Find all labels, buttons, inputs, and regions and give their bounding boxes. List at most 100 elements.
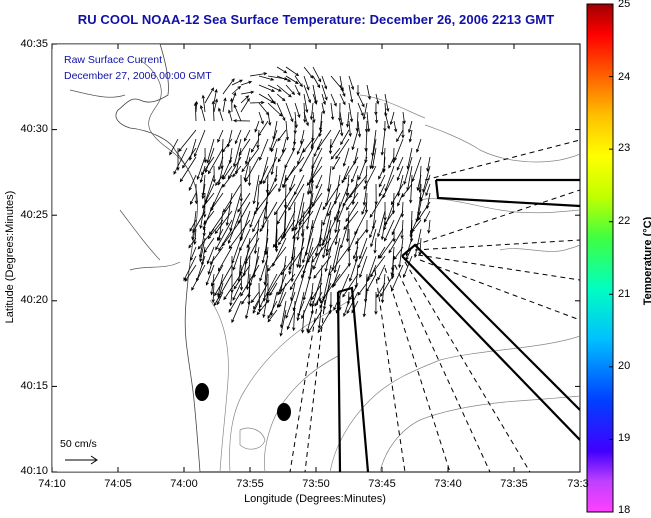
x-axis-label: Longitude (Degrees:Minutes) [244, 493, 386, 505]
current-vector-arrow [347, 228, 359, 252]
current-vector-arrow [194, 183, 198, 205]
current-vector-arrow [349, 282, 359, 301]
current-vector-arrow [322, 201, 332, 226]
current-vector-arrow [201, 183, 206, 200]
current-vector-arrow [244, 156, 260, 183]
current-vector-arrow [278, 165, 287, 193]
scale-label: 50 cm/s [60, 438, 97, 450]
current-vector-arrow [188, 237, 197, 249]
current-vector-arrow [266, 274, 270, 304]
current-vector-arrow [391, 147, 396, 164]
current-vector-arrow [252, 174, 260, 205]
current-vector-arrow [362, 183, 368, 206]
current-vector-arrow [384, 93, 390, 112]
current-vector-arrow [230, 97, 234, 113]
current-vector-arrow [290, 246, 296, 283]
current-vector-arrow [222, 165, 233, 180]
current-vector-arrow [374, 291, 378, 315]
colorbar-tick-label: 19 [618, 432, 631, 444]
current-vector-arrow [377, 210, 386, 238]
figure-title: RU COOL NOAA-12 Sea Surface Temperature:… [77, 12, 555, 27]
current-vector-arrow [369, 219, 377, 239]
axis-ticks [51, 43, 581, 473]
current-vector-arrow [239, 246, 251, 275]
current-vector-arrow [218, 228, 233, 252]
current-vector-arrow [413, 228, 422, 258]
current-vector-arrow [378, 165, 386, 180]
x-tick-label: 74:05 [104, 478, 132, 490]
current-vector-arrow [278, 273, 296, 295]
current-vector-arrow [286, 309, 296, 331]
current-vector-arrow [285, 66, 300, 77]
current-vector-arrow [313, 138, 323, 158]
current-vector-arrow [218, 156, 224, 171]
current-vector-arrow [314, 291, 323, 307]
current-vector-arrow [222, 78, 235, 95]
current-vector-arrow [261, 192, 269, 230]
current-vector-arrow [377, 246, 386, 259]
current-vector-arrow [380, 219, 386, 241]
current-vector-arrow [259, 255, 269, 282]
current-vector-arrow [330, 147, 341, 160]
current-vector-arrow [259, 201, 278, 233]
current-vector-arrow [240, 90, 255, 95]
current-vector-arrow [285, 75, 299, 84]
current-vector-arrow [270, 147, 278, 176]
current-vector-arrow [231, 92, 237, 104]
current-vector-arrow [330, 93, 337, 107]
current-vector-arrow [369, 192, 386, 219]
current-vector-arrow [178, 129, 197, 153]
surface-current-vectors [169, 66, 431, 337]
current-vector-arrow [362, 102, 368, 121]
current-vector-arrow [388, 228, 404, 254]
current-vector-arrow [313, 255, 332, 279]
current-vector-arrow [342, 273, 359, 298]
current-vector-arrow [342, 147, 350, 167]
current-vector-arrow [285, 84, 296, 96]
current-vector-arrow [240, 80, 253, 86]
current-vector-arrow [191, 210, 197, 241]
current-vector-arrow [313, 246, 323, 270]
current-vector-arrow [243, 129, 251, 142]
current-vector-arrow [348, 84, 354, 104]
x-tick-label: 73:50 [302, 478, 330, 490]
current-vector-arrow [256, 300, 269, 316]
current-vector-arrow [303, 84, 311, 104]
current-vector-arrow [225, 192, 233, 227]
current-vector-arrow [340, 129, 350, 146]
current-vector-arrow [339, 120, 344, 137]
current-vector-arrow [289, 264, 305, 291]
current-vector-arrow [217, 228, 224, 242]
colorbar-ticks [609, 3, 613, 513]
current-vector-arrow [181, 147, 197, 169]
current-vector-arrow [299, 147, 314, 173]
current-vector-arrow [423, 210, 431, 223]
current-vector-arrow [258, 75, 275, 81]
current-vector-arrow [217, 165, 224, 186]
current-vector-arrow [279, 309, 287, 337]
current-vector-arrow [335, 138, 350, 160]
current-vector-arrow [222, 174, 233, 188]
current-vector-arrow [375, 93, 380, 105]
current-vector-arrow [189, 219, 197, 232]
current-vector-arrow [179, 156, 197, 183]
current-vector-arrow [327, 192, 341, 217]
current-vector-arrow [232, 119, 251, 123]
current-vector-arrow [210, 273, 215, 296]
x-tick-label: 74:00 [170, 478, 198, 490]
current-vector-arrow [267, 102, 283, 117]
y-tick-label: 40:15 [20, 380, 48, 392]
current-vector-arrow [242, 237, 251, 277]
current-vector-arrow [267, 84, 282, 92]
current-vector-arrow [229, 291, 233, 307]
current-vector-arrow [253, 183, 278, 215]
current-vector-arrow [326, 165, 332, 193]
current-vector-arrow [262, 264, 269, 302]
colorbar-tick-label: 20 [618, 360, 631, 372]
current-vector-arrow [306, 165, 323, 186]
current-vector-arrow [276, 93, 286, 102]
current-vector-arrow [258, 111, 264, 125]
current-vector-arrow [254, 120, 260, 133]
current-vector-arrow [231, 85, 242, 95]
